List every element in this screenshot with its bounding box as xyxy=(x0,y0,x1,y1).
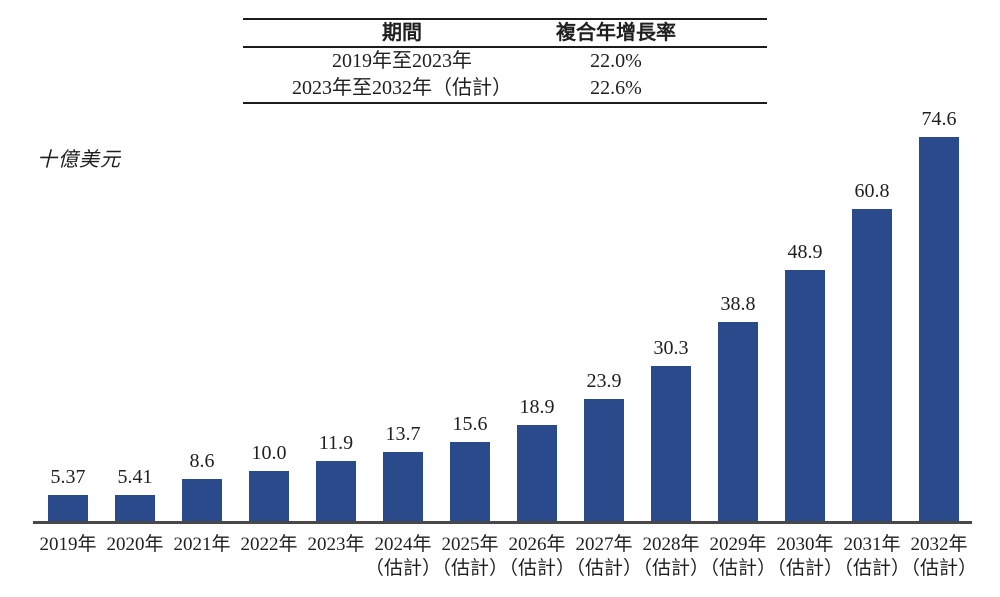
x-axis-line xyxy=(33,521,972,524)
x-axis-label: 2031年 （估計） xyxy=(834,533,910,589)
bar-value-label: 10.0 xyxy=(251,442,287,464)
cagr-table-header-cagr: 複合年增長率 xyxy=(556,22,676,44)
x-axis-label-text: 2031年 （估計） xyxy=(833,534,911,579)
x-axis-label: 2030年 （估計） xyxy=(767,533,843,589)
bar-value-label: 23.9 xyxy=(586,370,622,392)
x-axis-label-text: 2030年 （估計） xyxy=(766,534,844,579)
bar xyxy=(115,495,155,523)
bar-group: 11.9 xyxy=(316,432,356,523)
bar-group: 48.9 xyxy=(785,241,825,523)
bar xyxy=(919,137,959,523)
cagr-table-row: 2019年至2023年 22.0% xyxy=(243,48,767,75)
bar xyxy=(48,495,88,523)
bar-value-label: 8.6 xyxy=(189,450,215,472)
bar-value-label: 15.6 xyxy=(452,413,488,435)
bar xyxy=(383,452,423,523)
cagr-table-header-row: 期間 複合年增長率 xyxy=(243,20,767,48)
x-axis-label-text: 2023年 xyxy=(307,534,365,555)
x-axis-label-text: 2025年 （估計） xyxy=(431,534,509,579)
x-axis-label-text: 2032年 （估計） xyxy=(900,534,978,579)
x-axis-label: 2023年 xyxy=(307,533,364,589)
x-axis-label: 2026年 （估計） xyxy=(499,533,575,589)
bar xyxy=(249,471,289,523)
x-axis-label: 2021年 xyxy=(173,533,230,589)
cagr-rate-value: 22.0% xyxy=(590,50,642,72)
x-axis-label-text: 2027年 （估計） xyxy=(565,534,643,579)
x-axis-label-text: 2028年 （估計） xyxy=(632,534,710,579)
bar-group: 74.6 xyxy=(919,108,959,523)
bar-group: 60.8 xyxy=(852,180,892,523)
bar-group: 18.9 xyxy=(517,396,557,523)
bar-group: 15.6 xyxy=(450,413,490,523)
bar xyxy=(450,442,490,523)
x-axis-label: 2029年 （估計） xyxy=(700,533,776,589)
cagr-table: 期間 複合年增長率 2019年至2023年 22.0% 2023年至2032年（… xyxy=(243,18,767,104)
bar xyxy=(182,479,222,523)
bar-group: 23.9 xyxy=(584,370,624,523)
x-axis-label: 2024年 （估計） xyxy=(365,533,441,589)
bar-group: 5.37 xyxy=(48,466,88,523)
x-axis-label-text: 2026年 （估計） xyxy=(498,534,576,579)
bar-value-label: 30.3 xyxy=(653,337,689,359)
bar-value-label: 48.9 xyxy=(787,241,823,263)
y-axis-unit-label: 十億美元 xyxy=(37,149,121,171)
x-axis-label-text: 2029年 （估計） xyxy=(699,534,777,579)
bar-value-label: 13.7 xyxy=(385,423,421,445)
bar-group: 8.6 xyxy=(182,450,222,523)
bar xyxy=(517,425,557,523)
bar-plot-area: 5.37 5.41 8.6 10.0 11.9 13.7 15.6 18.9 23.9 30.3 3… xyxy=(48,93,959,523)
bar xyxy=(718,322,758,523)
bar xyxy=(651,366,691,523)
x-axis-label: 2032年 （估計） xyxy=(901,533,977,589)
x-axis-label: 2025年 （估計） xyxy=(432,533,508,589)
bar xyxy=(584,399,624,523)
bar xyxy=(852,209,892,523)
x-axis-label-text: 2020年 xyxy=(106,534,164,555)
bar-group: 5.41 xyxy=(115,466,155,523)
bar-group: 30.3 xyxy=(651,337,691,523)
bar-value-label: 38.8 xyxy=(720,293,756,315)
cagr-period-value: 2023年至2032年（估計） xyxy=(292,77,512,99)
x-axis-label: 2027年 （估計） xyxy=(566,533,642,589)
x-axis-label: 2022年 xyxy=(240,533,297,589)
bar-value-label: 5.41 xyxy=(117,466,153,488)
bar-group: 13.7 xyxy=(383,423,423,523)
cagr-table-row: 2023年至2032年（估計） 22.6% xyxy=(243,75,767,102)
bar-value-label: 11.9 xyxy=(318,432,354,454)
x-axis-label-text: 2019年 xyxy=(39,534,97,555)
cagr-table-header-period: 期間 xyxy=(382,22,422,44)
bar-value-label: 18.9 xyxy=(519,396,555,418)
bar-value-label: 74.6 xyxy=(921,108,957,130)
bar xyxy=(316,461,356,523)
x-axis-label: 2028年 （估計） xyxy=(633,533,709,589)
bar-value-label: 5.37 xyxy=(50,466,86,488)
x-axis-labels: 2019年 2020年 2021年 2022年 2023年 2024年 （估計） 2025年（… xyxy=(39,533,977,589)
cagr-period-value: 2019年至2023年 xyxy=(332,50,472,72)
cagr-rate-value: 22.6% xyxy=(590,77,642,99)
x-axis-label: 2020年 xyxy=(106,533,163,589)
bar-group: 38.8 xyxy=(718,293,758,523)
x-axis-label-text: 2021年 xyxy=(173,534,231,555)
bar xyxy=(785,270,825,523)
bar-group: 10.0 xyxy=(249,442,289,523)
bar-value-label: 60.8 xyxy=(854,180,890,202)
x-axis-label: 2019年 xyxy=(39,533,96,589)
x-axis-label-text: 2024年 （估計） xyxy=(364,534,442,579)
x-axis-label-text: 2022年 xyxy=(240,534,298,555)
